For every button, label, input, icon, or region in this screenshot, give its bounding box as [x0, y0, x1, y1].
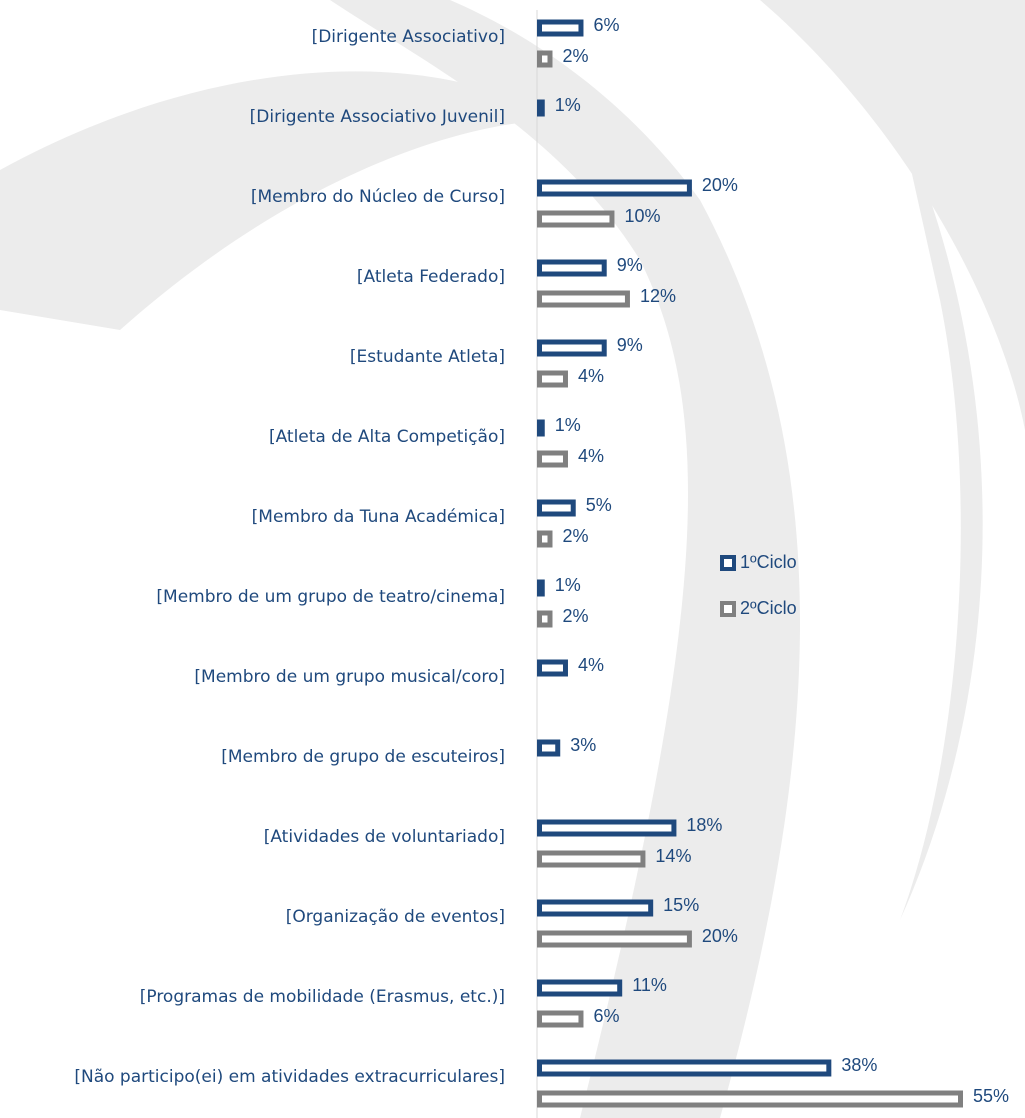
- category-label: [Dirigente Associativo Juvenil]: [250, 107, 505, 127]
- category-label: [Organização de eventos]: [286, 907, 505, 927]
- value-label: 2%: [562, 46, 588, 66]
- bar: [537, 179, 692, 197]
- bar: [537, 739, 561, 757]
- bar: [537, 850, 646, 868]
- value-label: 2%: [562, 526, 588, 546]
- bar: [537, 610, 553, 628]
- value-label: 1%: [555, 95, 581, 115]
- bar: [537, 259, 607, 277]
- value-label: 6%: [593, 1006, 619, 1026]
- category-label: [Dirigente Associativo]: [312, 27, 505, 47]
- value-label: 4%: [578, 655, 604, 675]
- value-label: 4%: [578, 446, 604, 466]
- value-label: 15%: [663, 895, 699, 915]
- value-label: 55%: [973, 1086, 1009, 1106]
- category-label: [Atleta de Alta Competição]: [269, 427, 505, 447]
- bar: [537, 210, 615, 228]
- category-label: [Atividades de voluntariado]: [264, 827, 505, 847]
- value-label: 3%: [570, 735, 596, 755]
- value-label: 9%: [617, 255, 643, 275]
- legend-swatch: [720, 555, 736, 571]
- bar: [537, 19, 584, 37]
- category-label: [Membro de grupo de escuteiros]: [221, 747, 505, 767]
- bar: [537, 499, 576, 517]
- bar: [537, 339, 607, 357]
- bar: [537, 99, 545, 117]
- value-label: 14%: [655, 846, 691, 866]
- bar: [537, 1010, 584, 1028]
- bar: [537, 450, 568, 468]
- bar: [537, 579, 545, 597]
- bar: [537, 530, 553, 548]
- category-label: [Não participo(ei) em atividades extracu…: [74, 1067, 505, 1087]
- value-label: 6%: [593, 15, 619, 35]
- category-label: [Programas de mobilidade (Erasmus, etc.)…: [140, 987, 505, 1007]
- category-label: [Membro do Núcleo de Curso]: [251, 187, 505, 207]
- value-label: 11%: [632, 975, 667, 995]
- bar: [537, 370, 568, 388]
- value-label: 12%: [640, 286, 676, 306]
- bar: [537, 50, 553, 68]
- value-label: 20%: [702, 926, 738, 946]
- value-label: 1%: [555, 575, 581, 595]
- category-label: [Atleta Federado]: [357, 267, 505, 287]
- value-label: 4%: [578, 366, 604, 386]
- bar: [537, 1090, 963, 1108]
- value-label: 20%: [702, 175, 738, 195]
- bar: [537, 930, 692, 948]
- value-label: 18%: [686, 815, 722, 835]
- value-label: 38%: [841, 1055, 877, 1075]
- legend-label: 2ºCiclo: [740, 598, 797, 618]
- value-label: 9%: [617, 335, 643, 355]
- legend-swatch: [720, 601, 736, 617]
- legend-label: 1ºCiclo: [740, 552, 797, 572]
- bar: [537, 819, 677, 837]
- bar: [537, 419, 545, 437]
- bar: [537, 1059, 832, 1077]
- category-label: [Estudante Atleta]: [350, 347, 505, 367]
- bar: [537, 290, 630, 308]
- category-label: [Membro de um grupo musical/coro]: [194, 667, 505, 687]
- value-label: 1%: [555, 415, 581, 435]
- category-label: [Membro de um grupo de teatro/cinema]: [156, 587, 505, 607]
- value-label: 10%: [624, 206, 660, 226]
- value-label: 2%: [562, 606, 588, 626]
- bar: [537, 659, 568, 677]
- category-label: [Membro da Tuna Académica]: [252, 507, 505, 527]
- value-label: 5%: [586, 495, 612, 515]
- bar: [537, 899, 654, 917]
- bar: [537, 979, 623, 997]
